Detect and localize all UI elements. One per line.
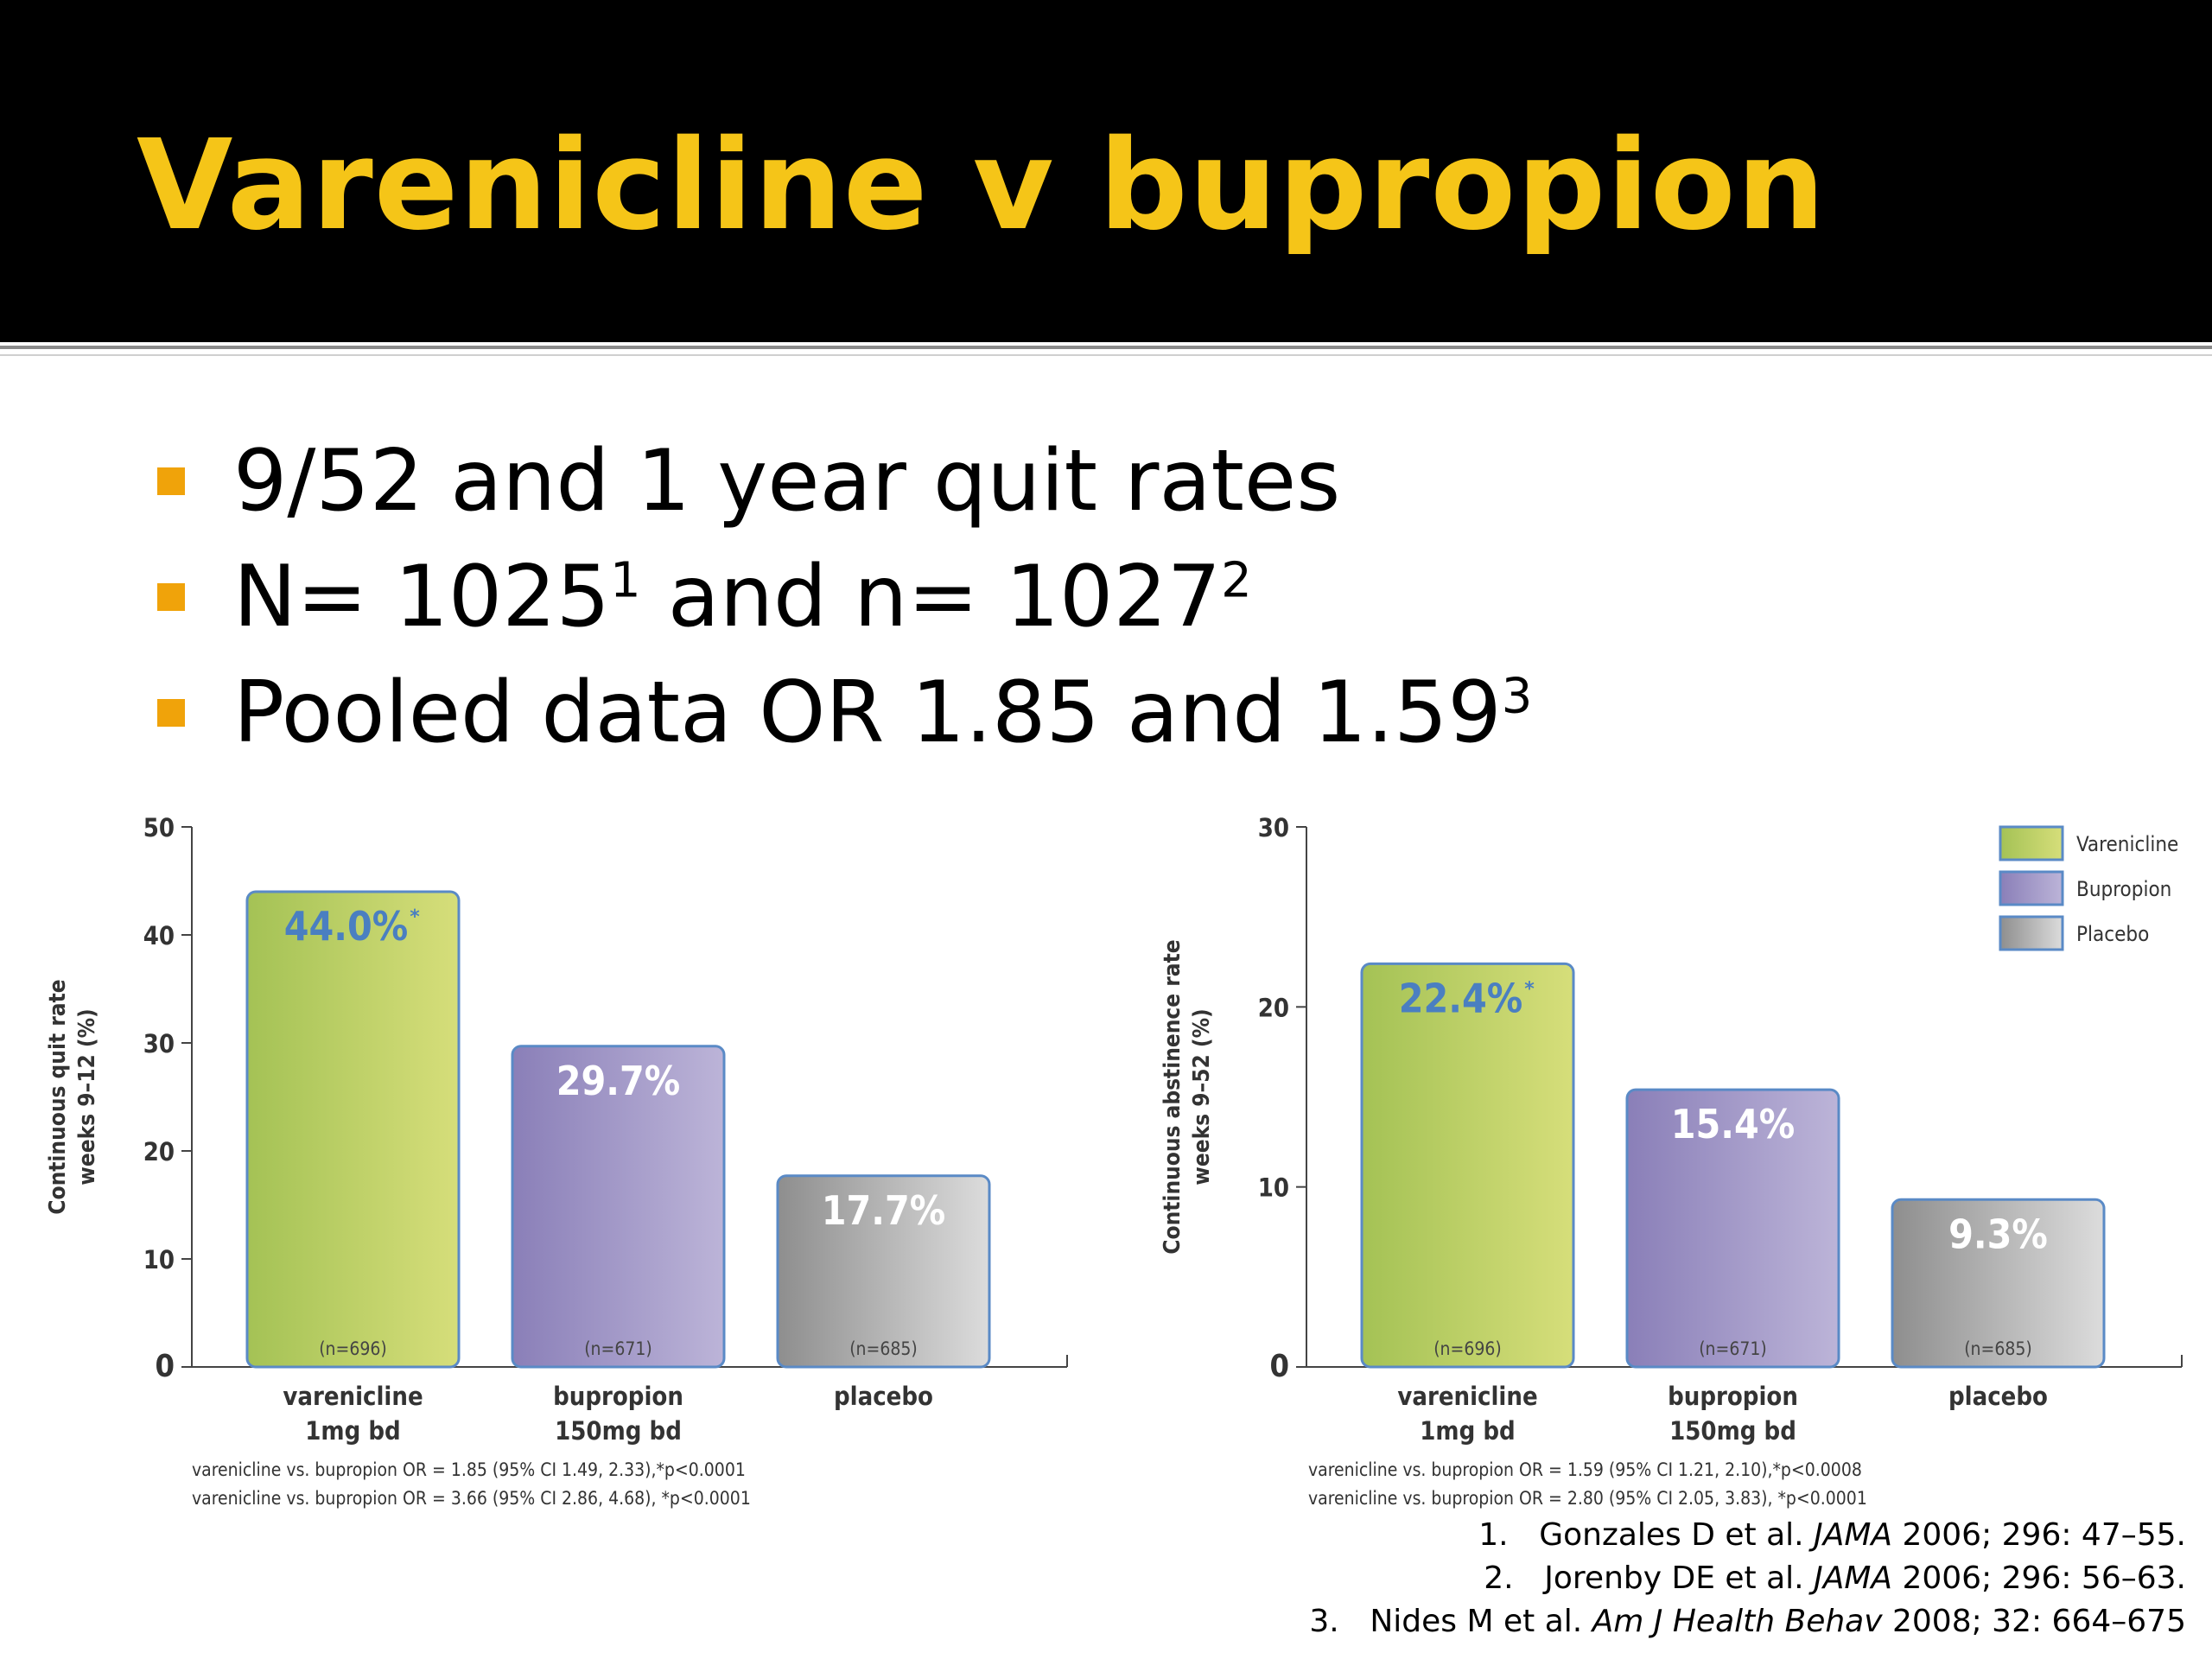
legend-label: Placebo — [2076, 922, 2149, 946]
reference-number: 1. — [1478, 1517, 1509, 1553]
bar-n-label: (n=685) — [1964, 1338, 2032, 1359]
y-tick-label: 0 — [1269, 1349, 1289, 1384]
y-axis-title: Continuous quit rate weeks 9–12 (%) — [45, 979, 100, 1214]
footnote-line: varenicline vs. bupropion OR = 1.59 (95%… — [1308, 1459, 1862, 1480]
x-category-label: 1mg bd — [1420, 1416, 1515, 1446]
reference-item: 1. Gonzales D et al. JAMA 2006; 296: 47–5… — [1309, 1514, 2186, 1557]
reference-item: 2. Jorenby DE et al. JAMA 2006; 296: 56–6… — [1309, 1557, 2186, 1600]
reference-citation: 2008; 32: 664–675 — [1882, 1604, 2186, 1639]
x-category-label: placebo — [834, 1382, 933, 1411]
bar-n-label: (n=696) — [319, 1338, 387, 1359]
y-tick-label: 30 — [1258, 813, 1289, 842]
bullet-marker — [157, 583, 185, 611]
bar-varenicline — [1360, 962, 1575, 1369]
chart-svg: 0 10 20 30 Continuous abstinence rate weeks 9… — [1160, 813, 2183, 1446]
chart-footnotes-left: varenicline vs. bupropion OR = 1.85 (95%… — [192, 1456, 751, 1513]
bar-varenicline — [245, 890, 461, 1369]
x-category-label: placebo — [1948, 1382, 2048, 1411]
reference-item: 3. Nides M et al. Am J Health Behav 2008;… — [1309, 1600, 2186, 1643]
slide-title: Varenicline v bupropion — [137, 112, 1827, 257]
reference-citation: 2006; 296: 47–55. — [1892, 1517, 2186, 1553]
chart-footnotes-right: varenicline vs. bupropion OR = 1.59 (95%… — [1308, 1456, 1867, 1513]
bullet-text: 9/52 and 1 year quit rates — [233, 432, 1340, 531]
bullet-marker — [157, 699, 185, 727]
bullet-text-main: N= 1025 — [233, 548, 610, 646]
bullet-item: N= 10251 and n= 10272 — [157, 539, 1532, 655]
bullet-item: 9/52 and 1 year quit rates — [157, 423, 1532, 539]
bar-bupropion — [1625, 1088, 1840, 1369]
reference-journal: Am J Health Behav — [1592, 1604, 1883, 1639]
x-category-label: 150mg bd — [1669, 1416, 1796, 1446]
bar-value-label: 44.0% — [284, 903, 409, 950]
y-tick-label: 20 — [143, 1137, 175, 1166]
reference-authors: Jorenby DE et al. — [1544, 1560, 1815, 1596]
reference-authors: Nides M et al. — [1370, 1604, 1592, 1639]
reference-citation: 2006; 296: 56–63. — [1892, 1560, 2186, 1596]
reference-number: 2. — [1484, 1560, 1514, 1596]
y-tick-label: 20 — [1258, 993, 1289, 1022]
significance-marker: * — [410, 906, 420, 928]
bullet-text: Pooled data OR 1.85 and 1.593 — [233, 664, 1532, 762]
bullet-text-main: Pooled data OR 1.85 and 1.59 — [233, 664, 1502, 762]
header-divider — [0, 346, 2212, 349]
title-bar — [0, 0, 2212, 342]
y-axis-title-line: weeks 9–52 (%) — [1189, 1008, 1215, 1185]
y-axis-title: Continuous abstinence rate weeks 9–52 (%) — [1160, 939, 1215, 1254]
bar-n-label: (n=671) — [1699, 1338, 1767, 1359]
x-category-label: bupropion — [553, 1382, 683, 1411]
legend-swatch — [1999, 870, 2064, 906]
x-category-label: varenicline — [283, 1382, 423, 1411]
bar-bupropion — [511, 1045, 726, 1369]
y-tick-label: 40 — [143, 921, 175, 950]
bullet-text-main: 9/52 and 1 year quit rates — [233, 432, 1341, 531]
x-category-label: 1mg bd — [305, 1416, 400, 1446]
bar-n-label: (n=685) — [849, 1338, 918, 1359]
bar-value-label: 22.4% — [1399, 975, 1523, 1021]
y-tick-label: 0 — [155, 1349, 175, 1384]
chart-svg: 0 10 20 30 40 50 Continuous quit rate weeks 9–1… — [45, 813, 1068, 1446]
bullet-list: 9/52 and 1 year quit rates N= 10251 and … — [157, 423, 1532, 771]
reference-list: 1. Gonzales D et al. JAMA 2006; 296: 47–5… — [1309, 1514, 2186, 1643]
x-category-label: bupropion — [1668, 1382, 1798, 1411]
bar-value-label: 29.7% — [556, 1058, 681, 1104]
bullet-text-continued: and n= 1027 — [640, 548, 1222, 646]
reference-journal: JAMA — [1814, 1517, 1893, 1553]
reference-authors: Gonzales D et al. — [1539, 1517, 1815, 1553]
x-category-label: varenicline — [1397, 1382, 1537, 1411]
bar-value-label: 17.7% — [822, 1187, 946, 1234]
quit-rate-chart: 0 10 20 30 40 50 Continuous quit rate weeks 9–1… — [26, 804, 1115, 1478]
bullet-item: Pooled data OR 1.85 and 1.593 — [157, 655, 1532, 771]
bar-placebo — [776, 1174, 991, 1369]
bar-n-label: (n=671) — [584, 1338, 652, 1359]
y-tick-label: 10 — [143, 1245, 175, 1274]
significance-marker: * — [1524, 978, 1535, 1000]
bullet-marker — [157, 467, 185, 495]
y-axis-title-line: Continuous abstinence rate — [1160, 939, 1185, 1254]
y-tick-label: 30 — [143, 1029, 175, 1058]
y-axis-title-line: Continuous quit rate — [45, 979, 71, 1214]
legend-label: Varenicline — [2076, 832, 2178, 856]
header-divider-thin — [0, 354, 2212, 356]
y-tick-label: 50 — [143, 813, 175, 842]
bar-value-label: 9.3% — [1948, 1211, 2048, 1257]
legend-swatch — [1999, 915, 2064, 951]
x-category-label: 150mg bd — [555, 1416, 682, 1446]
reference-superscript: 3 — [1501, 668, 1533, 725]
legend-swatch — [1999, 825, 2064, 861]
bar-value-label: 15.4% — [1671, 1101, 1796, 1147]
reference-number: 3. — [1309, 1604, 1339, 1639]
abstinence-rate-chart: 0 10 20 30 Continuous abstinence rate weeks 9… — [1141, 804, 2212, 1478]
reference-superscript: 2 — [1221, 552, 1252, 609]
footnote-line: varenicline vs. bupropion OR = 2.80 (95%… — [1308, 1488, 1867, 1509]
y-tick-label: 10 — [1258, 1173, 1289, 1203]
bar-placebo — [1891, 1198, 2106, 1369]
footnote-line: varenicline vs. bupropion OR = 1.85 (95%… — [192, 1459, 746, 1480]
reference-journal: JAMA — [1814, 1560, 1893, 1596]
y-axis-title-line: weeks 9–12 (%) — [74, 1008, 100, 1185]
footnote-line: varenicline vs. bupropion OR = 3.66 (95%… — [192, 1488, 751, 1509]
legend-label: Bupropion — [2076, 877, 2171, 901]
reference-superscript: 1 — [609, 552, 641, 609]
bar-n-label: (n=696) — [1433, 1338, 1502, 1359]
bullet-text: N= 10251 and n= 10272 — [233, 548, 1252, 646]
